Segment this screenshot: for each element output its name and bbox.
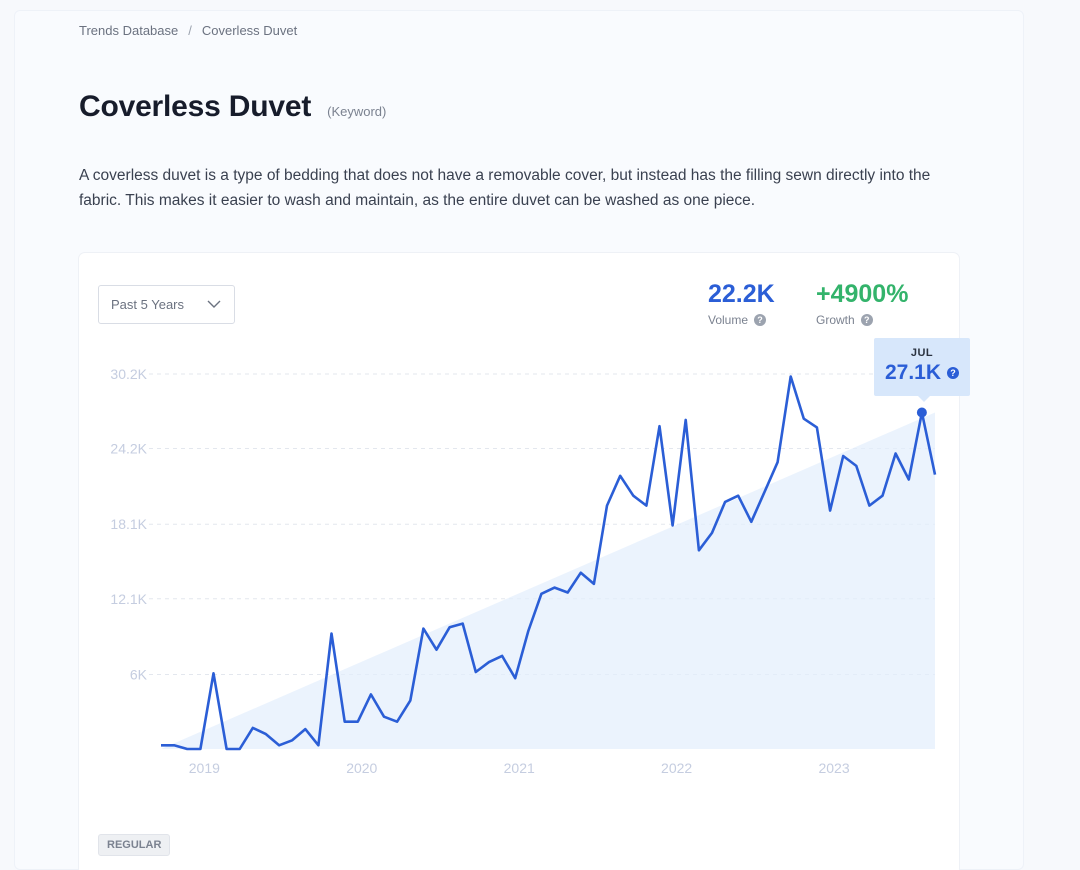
x-tick-label: 2021	[504, 760, 535, 776]
y-tick-label: 18.1K	[110, 516, 147, 532]
growth-value: +4900%	[816, 280, 909, 308]
question-icon[interactable]: ?	[754, 314, 767, 326]
regular-badge: REGULAR	[98, 834, 171, 856]
page-title: Coverless Duvet	[79, 90, 312, 123]
tooltip-value: 27.1K	[884, 361, 942, 384]
y-tick-label: 12.1K	[110, 591, 147, 607]
y-tick-label: 24.2K	[110, 441, 147, 457]
title-row: Coverless Duvet (Keyword)	[79, 90, 386, 124]
time-range-select[interactable]: Past 5 Years	[98, 285, 235, 324]
highlight-point	[916, 407, 927, 418]
x-tick-label: 2023	[818, 760, 849, 776]
trend-chart-card: 30.2K 24.2K 18.1K 12.1K 6K 2019 2020 2021 2022 2…	[79, 253, 970, 870]
question-icon[interactable]: ?	[860, 314, 873, 326]
breadcrumb: Trends Database / Coverless Duvet	[79, 23, 297, 38]
volume-stat: 22.2K Volume ?	[708, 280, 775, 327]
breadcrumb-link-trends-database[interactable]: Trends Database	[79, 23, 179, 38]
page-description: A coverless duvet is a type of bedding t…	[79, 167, 931, 209]
time-range-value: Past 5 Years	[111, 297, 184, 312]
series-line	[161, 375, 937, 751]
trend-area	[161, 412, 935, 749]
volume-value: 22.2K	[708, 280, 775, 308]
volume-label: Volume	[708, 313, 749, 327]
x-tick-label: 2022	[661, 760, 692, 776]
growth-stat: +4900% Growth ?	[816, 280, 908, 327]
chart-tooltip: JUL 27.1K ?	[874, 338, 970, 402]
chevron-down-icon	[207, 300, 221, 308]
keyword-tag: (Keyword)	[327, 104, 387, 119]
y-tick-label: 30.2K	[110, 366, 147, 382]
trend-chart: 30.2K 24.2K 18.1K 12.1K 6K 2019 2020 2021 2022 2…	[110, 366, 937, 776]
y-tick-label: 6K	[130, 666, 148, 682]
growth-label: Growth	[816, 313, 855, 327]
x-tick-label: 2020	[346, 760, 377, 776]
question-icon[interactable]: ?	[947, 367, 960, 379]
breadcrumb-current: Coverless Duvet	[201, 23, 298, 38]
tooltip-month: JUL	[910, 347, 934, 359]
breadcrumb-separator: /	[188, 23, 192, 38]
x-tick-label: 2019	[189, 760, 220, 776]
